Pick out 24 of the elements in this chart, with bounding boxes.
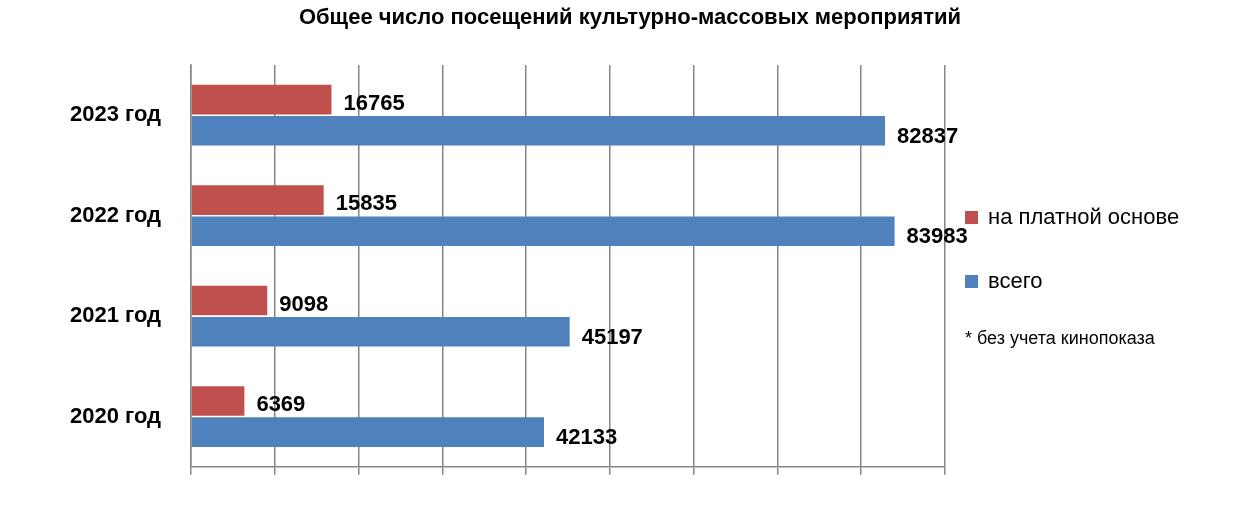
y-tick-label: 2022 год [69,201,162,227]
text: * без учета кинопоказа [965,328,1156,349]
bar [191,84,332,115]
data-label: 16765 [343,89,405,115]
data-label: 15835 [335,190,397,216]
y-tick-label: 2020 год [69,402,162,428]
data-label: 6369 [256,391,306,417]
y-tick-label: 2023 год [69,101,162,127]
bar [191,116,885,146]
bar [191,417,544,447]
data-label: 83983 [906,223,968,249]
legend-label: на платной основе [988,203,1180,231]
bar [191,285,268,316]
chart-title: Общее число посещений культурно-массовых мероприятий [297,4,963,30]
bar [191,316,570,347]
data-label: 82837 [896,122,959,148]
legend-label: всего [988,267,1043,295]
data-label: 42133 [556,424,618,450]
bar [191,216,895,247]
bar [191,185,324,215]
y-tick-label: 2021 год [69,302,162,328]
data-label: 9098 [279,290,329,316]
data-label: 45197 [581,323,643,349]
bar [191,386,245,416]
